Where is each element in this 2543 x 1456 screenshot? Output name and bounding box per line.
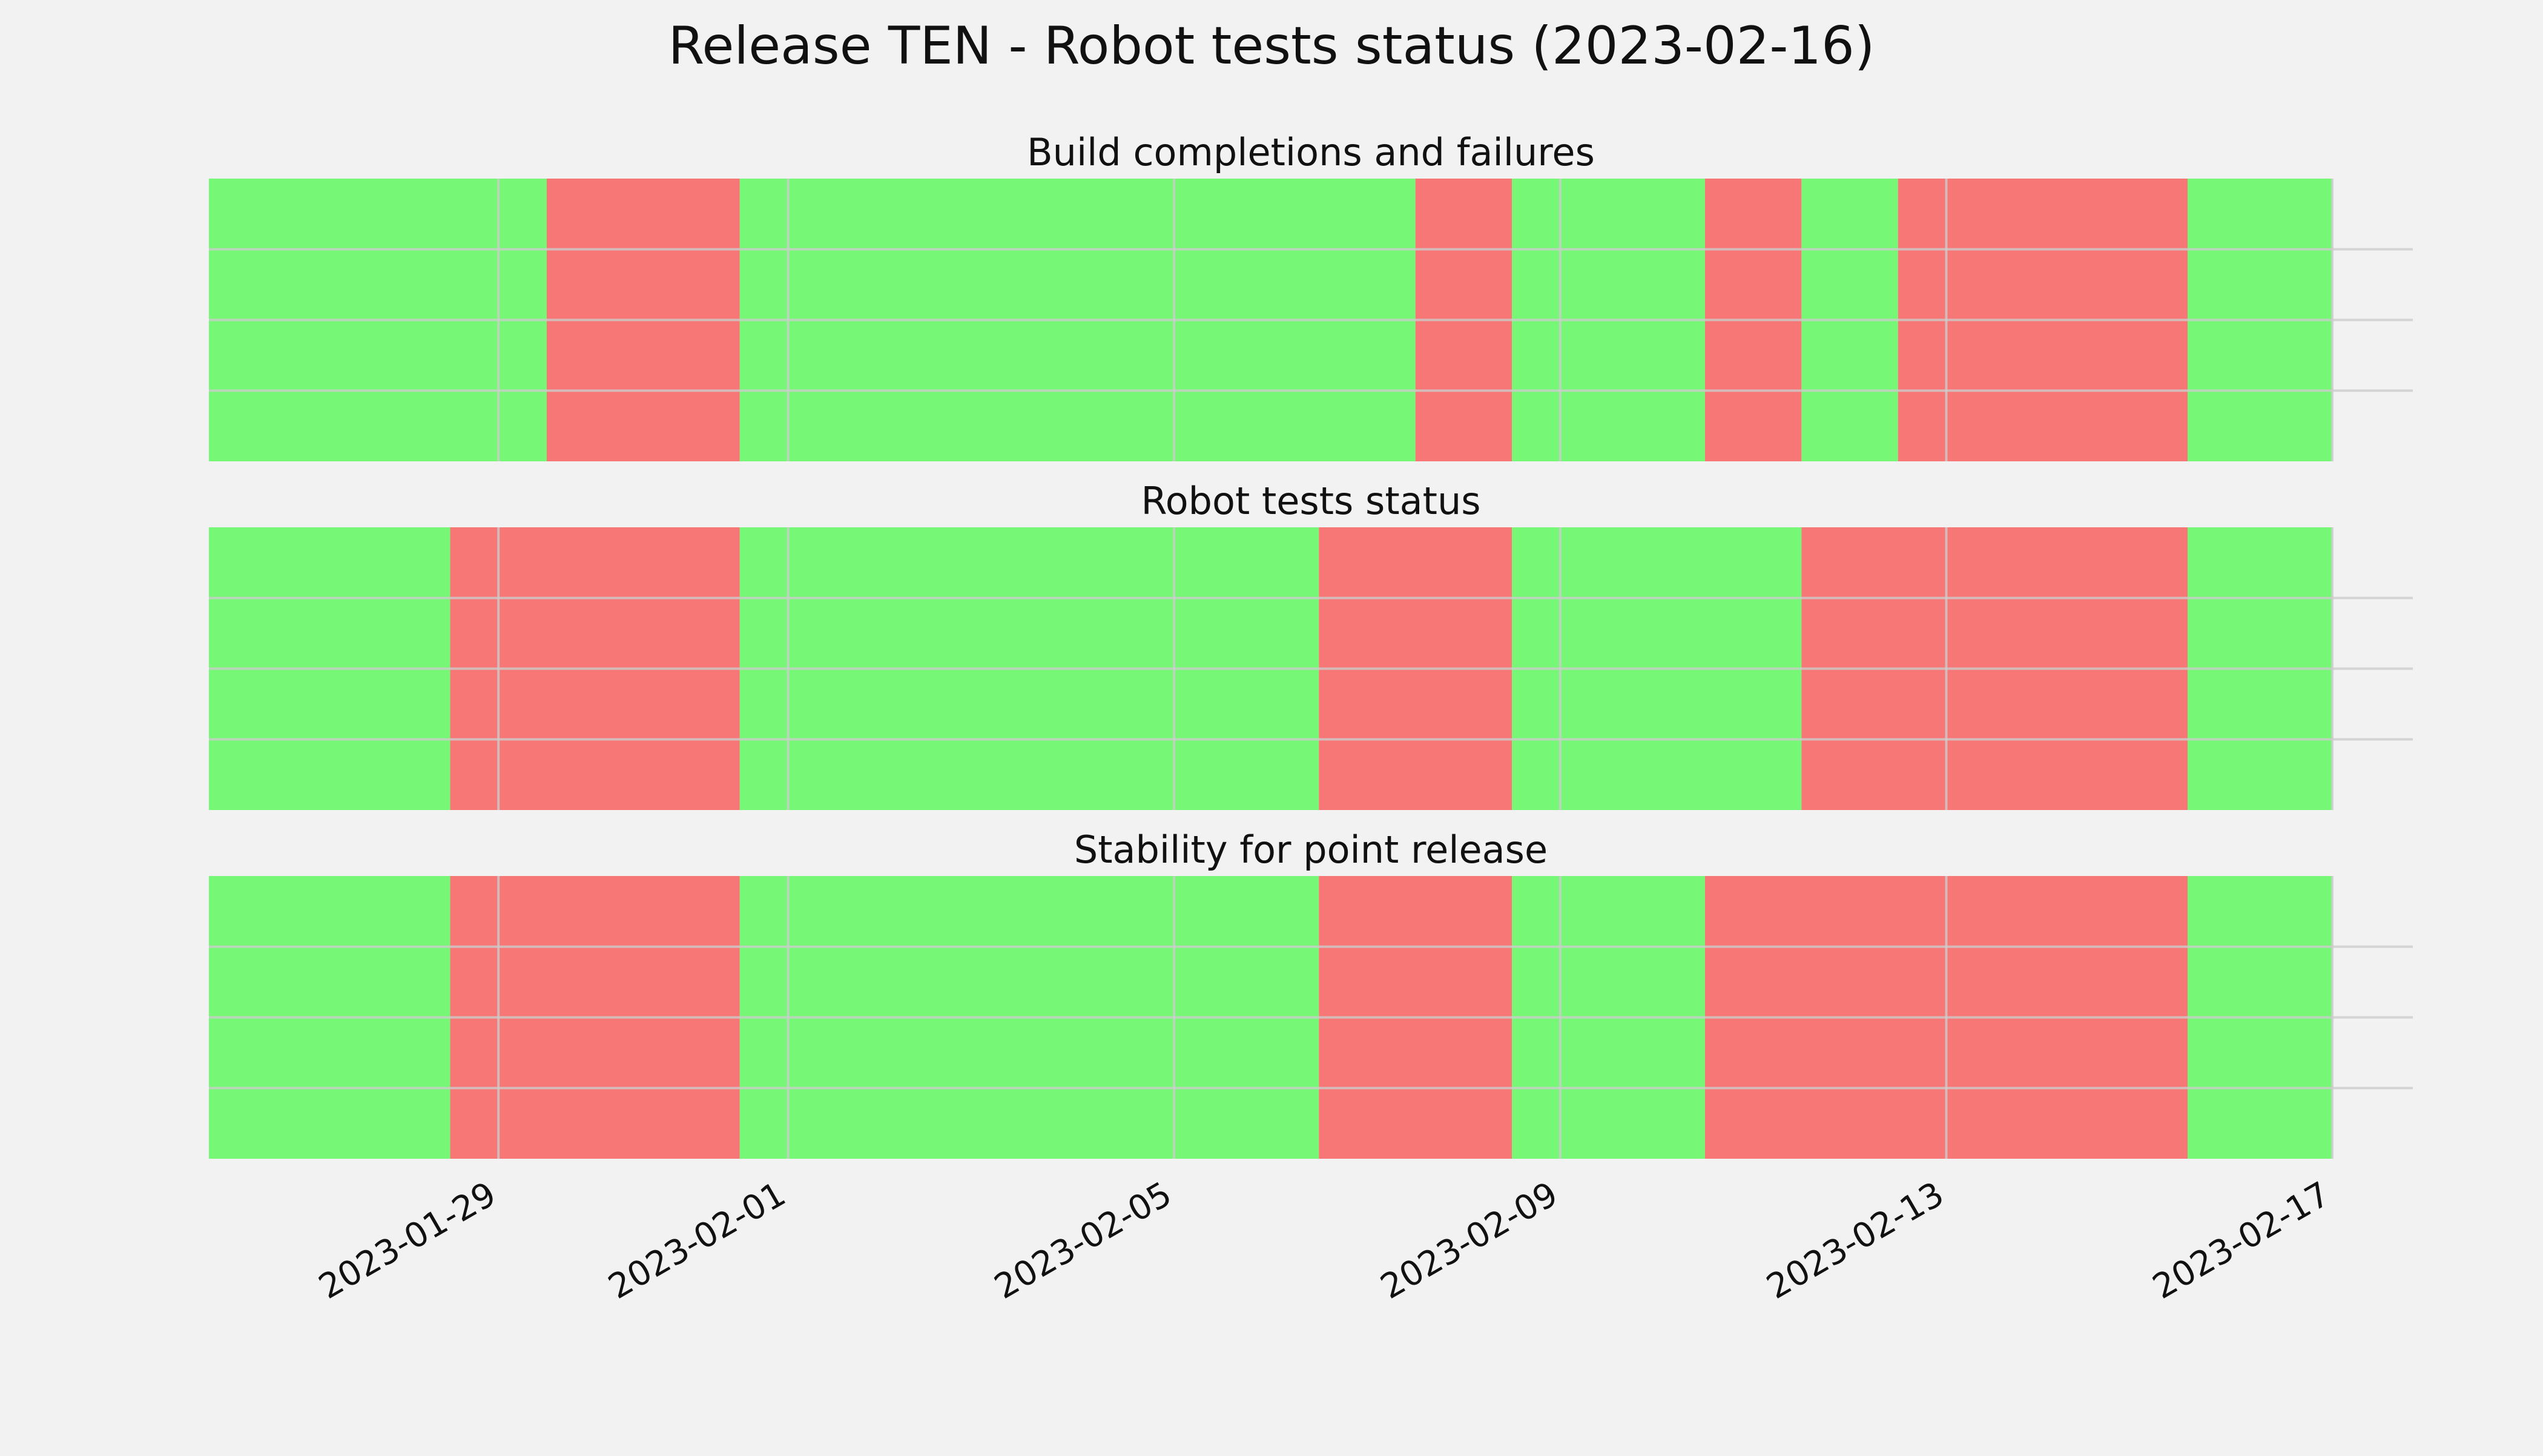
panels-layer: Build completions and failures Robot test…	[209, 130, 2413, 1159]
chart-title: Release TEN - Robot tests status (2023-0…	[668, 16, 1875, 76]
panel-1: Build completions and failures	[209, 130, 2413, 461]
panel-2: Robot tests status	[209, 479, 2413, 810]
panel-title: Build completions and failures	[1027, 130, 1595, 174]
panel-title: Robot tests status	[1141, 479, 1480, 523]
panel-3: Stability for point release	[209, 828, 2413, 1159]
panel-title: Stability for point release	[1074, 828, 1548, 872]
